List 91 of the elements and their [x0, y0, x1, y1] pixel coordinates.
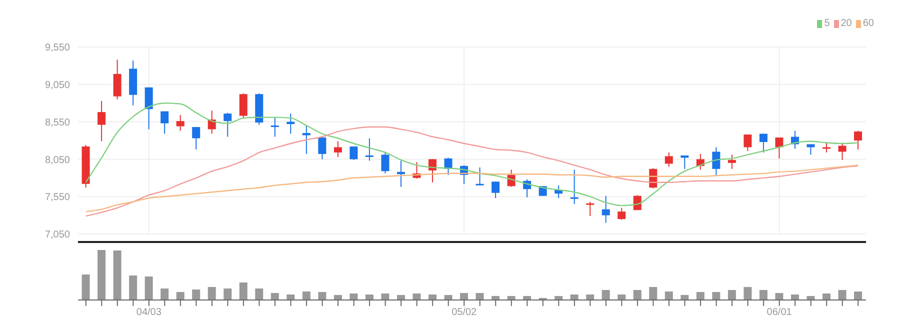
candlestick — [822, 142, 830, 153]
bar — [224, 288, 232, 300]
x-tick-label: 06/01 — [766, 307, 792, 318]
bar — [350, 294, 358, 300]
candlestick — [586, 201, 594, 217]
bar — [144, 276, 153, 300]
bar — [396, 295, 405, 300]
candlestick — [806, 144, 815, 156]
bar — [570, 294, 578, 300]
legend-label: 20 — [840, 18, 852, 29]
bar — [176, 292, 184, 300]
bar — [160, 288, 169, 300]
y-tick-label: 8,050 — [44, 154, 70, 166]
candlestick — [98, 100, 106, 142]
bar — [602, 290, 610, 300]
candlestick — [476, 166, 484, 186]
bar — [586, 294, 594, 300]
bar — [318, 292, 326, 300]
bar — [790, 294, 799, 300]
candlestick — [350, 146, 358, 160]
candlestick — [192, 126, 200, 150]
x-tick-label: 05/02 — [452, 307, 478, 318]
candlestick — [838, 142, 846, 160]
bar — [208, 287, 216, 300]
bar — [82, 274, 90, 300]
bar — [98, 250, 106, 300]
bar — [192, 290, 200, 300]
bar — [444, 295, 452, 300]
y-tick-label: 8,550 — [44, 117, 70, 128]
candlestick — [570, 169, 578, 205]
line-series — [85, 164, 859, 212]
candlestick — [239, 92, 248, 119]
candlestick — [365, 138, 374, 162]
candlestick — [759, 133, 768, 153]
candlestick — [492, 181, 500, 199]
candlestick — [160, 110, 169, 134]
bar — [712, 292, 720, 300]
bar — [728, 290, 736, 300]
candlestick — [712, 146, 720, 176]
candlestick — [334, 140, 342, 158]
candlestick — [176, 114, 184, 132]
candlestick — [664, 152, 673, 168]
bar — [680, 295, 689, 300]
bar — [113, 250, 122, 300]
bar — [618, 294, 626, 300]
bar — [775, 293, 784, 300]
bar — [239, 282, 248, 300]
bar — [412, 294, 421, 300]
candlestick — [602, 195, 610, 224]
candlestick — [113, 59, 122, 100]
bar — [270, 293, 279, 300]
bar — [428, 294, 436, 300]
candlestick — [728, 154, 736, 170]
bar — [633, 290, 642, 300]
bar — [381, 294, 390, 300]
bar — [460, 293, 468, 300]
bar — [476, 293, 484, 300]
y-tick-label: 9,550 — [44, 42, 70, 54]
candlestick — [144, 86, 153, 130]
bar — [759, 290, 768, 300]
candlestick — [618, 207, 626, 220]
bar — [664, 292, 673, 300]
bar — [365, 294, 374, 300]
bar — [744, 287, 752, 300]
bar — [255, 288, 264, 300]
bar — [129, 276, 138, 300]
candlestick — [270, 116, 279, 138]
candlestick — [744, 134, 752, 152]
bar — [286, 294, 295, 300]
bar — [334, 295, 342, 300]
candlestick — [224, 112, 232, 138]
bar — [822, 294, 830, 300]
bar — [649, 287, 658, 300]
candlestick — [208, 110, 216, 134]
legend-label: 5 — [824, 18, 830, 29]
candlestick — [302, 125, 310, 154]
bar — [854, 292, 862, 300]
candlestick — [381, 151, 390, 174]
x-tick-label: 04/03 — [136, 307, 162, 318]
bar — [838, 290, 846, 300]
candlestick — [428, 158, 436, 183]
candlestick — [318, 137, 326, 160]
bar — [696, 292, 704, 300]
line-series — [85, 126, 859, 217]
bar — [302, 292, 310, 300]
candlestick — [775, 137, 784, 159]
y-tick-label: 7,050 — [44, 230, 70, 241]
candlestick — [854, 130, 862, 150]
legend-label: 60 — [862, 18, 874, 29]
y-tick-label: 7,550 — [44, 192, 70, 204]
y-tick-label: 9,050 — [44, 80, 70, 91]
